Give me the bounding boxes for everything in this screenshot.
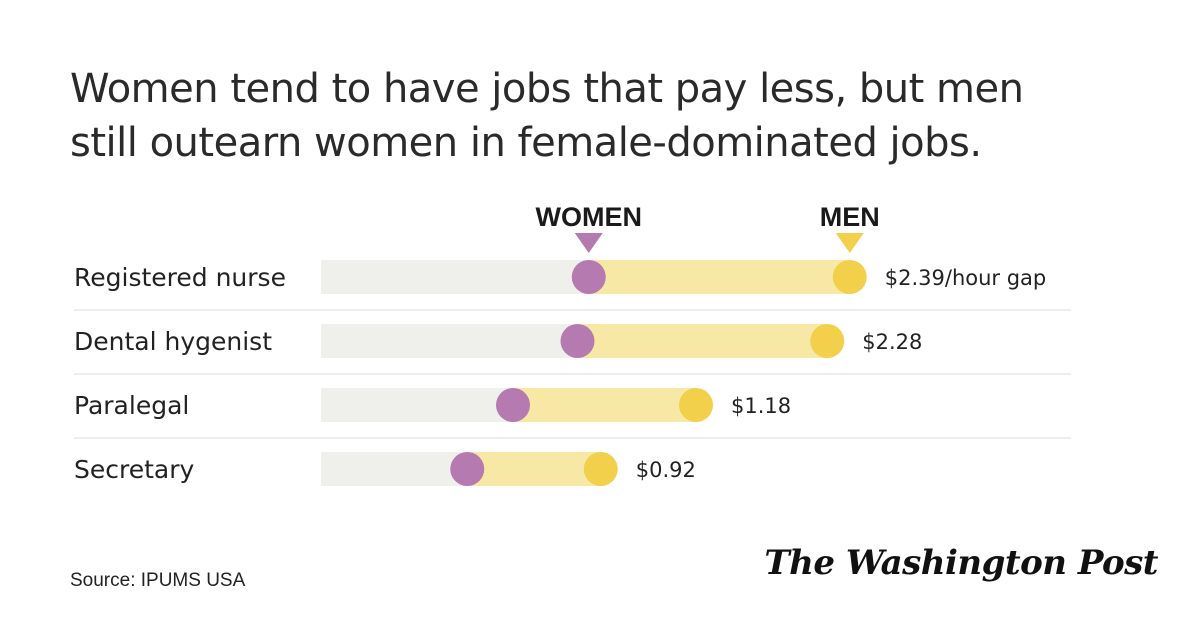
chart-title: Women tend to have jobs that pay less, b… <box>70 66 1024 166</box>
source-note: Source: IPUMS USA <box>70 570 246 591</box>
men-dot <box>679 388 713 422</box>
gap-bar <box>577 324 828 358</box>
women-dot <box>496 388 530 422</box>
legend-women-label: WOMEN <box>536 202 642 232</box>
track-bar <box>321 324 578 358</box>
track-bar <box>321 388 513 422</box>
track-bar <box>321 452 468 486</box>
legend-women-marker <box>574 233 603 253</box>
women-dot <box>560 324 595 358</box>
category-label: Dental hygenist <box>74 327 272 356</box>
category-label: Paralegal <box>74 391 189 420</box>
gap-value-label: $2.39/hour gap <box>885 266 1047 290</box>
gap-value-label: $1.18 <box>731 394 791 418</box>
women-dot <box>571 260 606 294</box>
publisher-logo: The Washington Post <box>764 543 1158 583</box>
men-dot <box>810 324 845 358</box>
gap-value-label: $2.28 <box>862 330 922 354</box>
men-dot <box>832 260 867 294</box>
track-bar <box>321 260 589 294</box>
gap-bar <box>588 260 850 294</box>
legend-men-label: MEN <box>820 202 880 232</box>
gap-bar <box>467 452 601 486</box>
gap-bar <box>513 388 696 422</box>
men-dot <box>583 452 618 486</box>
gap-value-label: $0.92 <box>636 458 696 482</box>
women-dot <box>450 452 485 486</box>
legend-men-marker <box>835 233 864 253</box>
category-label: Registered nurse <box>74 263 286 292</box>
category-label: Secretary <box>74 455 195 484</box>
